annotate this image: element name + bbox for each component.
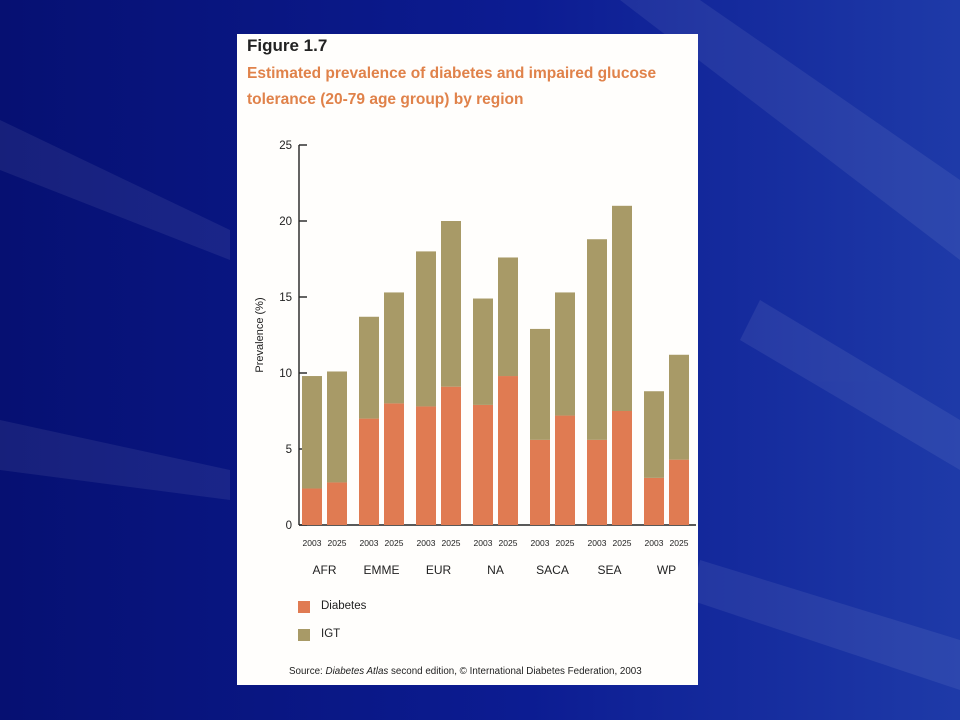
y-tick-label: 15 — [279, 292, 292, 304]
x-year-label: 2003 — [303, 538, 322, 548]
x-group-label: SACA — [536, 563, 569, 577]
y-tick-label: 10 — [279, 368, 292, 380]
source-suffix: second edition, © International Diabetes… — [388, 666, 642, 677]
bar-igt — [587, 239, 607, 440]
y-tick-label: 0 — [286, 520, 292, 532]
bar-diabetes — [384, 403, 404, 525]
figure-label: Figure 1.7 — [247, 36, 328, 55]
bar-diabetes — [473, 404, 493, 525]
x-year-label: 2003 — [417, 538, 436, 548]
x-year-label: 2003 — [645, 538, 664, 548]
x-group-label: NA — [487, 563, 504, 577]
bar-igt — [644, 391, 664, 478]
bar-diabetes — [669, 459, 689, 525]
bar-igt — [612, 205, 632, 411]
legend-swatch-igt — [298, 629, 310, 641]
bar-igt — [530, 328, 550, 440]
bar-diabetes — [302, 488, 322, 525]
x-year-label: 2025 — [613, 538, 632, 548]
bar-diabetes — [327, 482, 347, 525]
bar-igt — [327, 371, 347, 483]
source-note: Source: Diabetes Atlas second edition, ©… — [289, 666, 642, 677]
source-prefix: Source: — [289, 666, 326, 677]
bar-igt — [416, 251, 436, 407]
y-tick-label: 5 — [286, 444, 292, 456]
legend-label-igt: IGT — [321, 628, 341, 640]
x-year-label: 2025 — [442, 538, 461, 548]
source-italic: Diabetes Atlas — [325, 666, 389, 677]
x-group-label: AFR — [313, 563, 337, 577]
x-year-label: 2025 — [385, 538, 404, 548]
x-year-label: 2003 — [588, 538, 607, 548]
bar-diabetes — [530, 439, 550, 525]
x-group-label: EMME — [364, 563, 400, 577]
bar-igt — [473, 298, 493, 405]
bar-diabetes — [441, 386, 461, 525]
bar-igt — [359, 316, 379, 419]
y-tick-label: 20 — [279, 216, 292, 228]
x-year-label: 2003 — [474, 538, 493, 548]
bar-diabetes — [498, 376, 518, 525]
bar-diabetes — [555, 415, 575, 525]
figure-title: Estimated prevalence of diabetes and imp… — [247, 65, 657, 108]
bar-igt — [498, 257, 518, 377]
bar-igt — [384, 292, 404, 404]
bar-igt — [302, 376, 322, 489]
bar-diabetes — [359, 418, 379, 525]
bar-igt — [669, 354, 689, 460]
x-year-label: 2025 — [499, 538, 518, 548]
x-year-label: 2003 — [531, 538, 550, 548]
bar-igt — [441, 221, 461, 387]
x-group-label: WP — [657, 563, 676, 577]
x-year-label: 2025 — [556, 538, 575, 548]
bar-diabetes — [612, 411, 632, 525]
bar-diabetes — [587, 439, 607, 525]
x-group-label: EUR — [426, 563, 452, 577]
y-tick-label: 25 — [279, 140, 292, 152]
bar-diabetes — [416, 406, 436, 525]
bar-igt — [555, 292, 575, 416]
y-axis-label: Prevalence (%) — [254, 297, 266, 372]
bar-diabetes — [644, 477, 664, 525]
legend-swatch-diabetes — [298, 601, 310, 613]
figure-panel: Figure 1.7 Estimated prevalence of diabe… — [237, 34, 698, 685]
legend-label-diabetes: Diabetes — [321, 600, 367, 612]
x-year-label: 2025 — [670, 538, 689, 548]
x-year-label: 2003 — [360, 538, 379, 548]
x-group-label: SEA — [597, 563, 621, 577]
x-year-label: 2025 — [328, 538, 347, 548]
